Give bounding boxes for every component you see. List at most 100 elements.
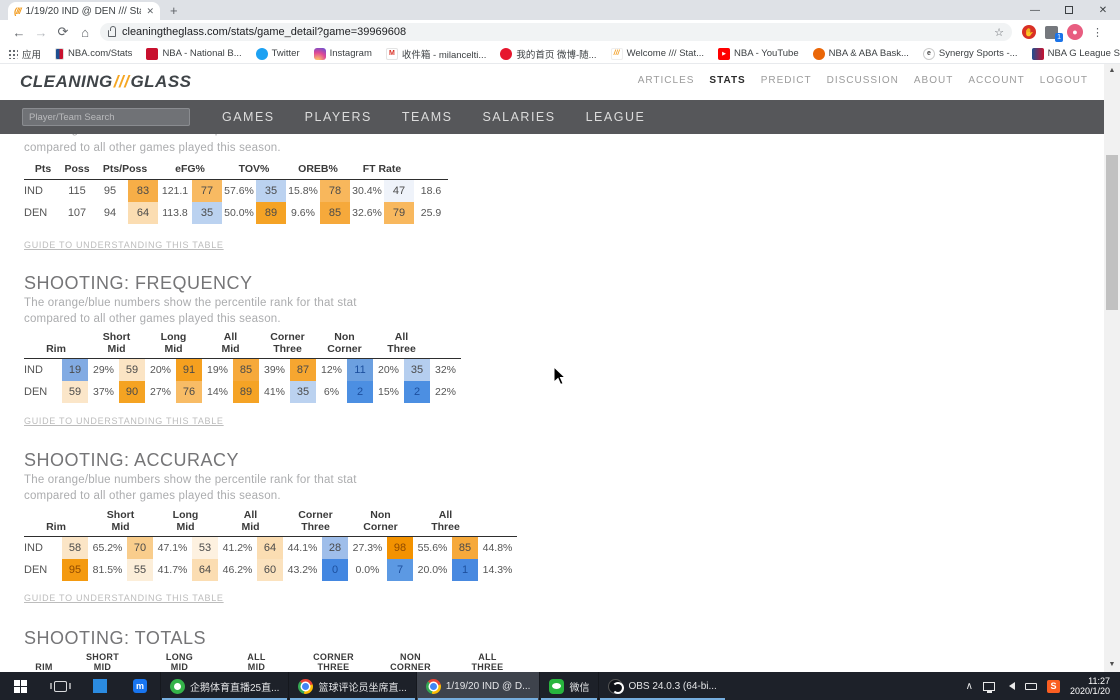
stat-value: 44.8% — [482, 542, 513, 554]
back-icon[interactable]: ← — [12, 24, 26, 40]
stat-value: 41.2% — [222, 542, 253, 554]
column-header: Pts — [34, 163, 52, 175]
bookmarks-bar: 应用 NBA.com/Stats NBA - National B... Twitte… — [0, 44, 1120, 64]
main-nav-salaries[interactable]: SALARIES — [482, 110, 556, 124]
guide-link-2[interactable]: GUIDE TO UNDERSTANDING THIS TABLE — [24, 416, 224, 426]
twitter-icon — [255, 47, 268, 60]
column-header: Non Corner — [327, 331, 362, 355]
address-bar[interactable]: cleaningtheglass.com/stats/game_detail?g… — [100, 23, 1012, 41]
table-header: Rim Short Mid Long Mid All Mid Corner Three Non Co… — [24, 331, 461, 355]
home-icon[interactable]: ⌂ — [81, 24, 89, 40]
scroll-up-icon[interactable]: ▲ — [1108, 67, 1116, 74]
main-nav-teams[interactable]: TEAMS — [401, 110, 453, 124]
stat-value: 32% — [434, 364, 456, 376]
stat-value: 0.0% — [355, 564, 380, 576]
taskbar-app-chrome[interactable]: 篮球评论员坐席直... — [288, 672, 415, 700]
top-nav-account[interactable]: ACCOUNT — [968, 75, 1025, 86]
main-nav-games[interactable]: GAMES — [222, 110, 275, 124]
tab-close-icon[interactable]: ✕ — [146, 5, 154, 16]
guide-link-3[interactable]: GUIDE TO UNDERSTANDING THIS TABLE — [24, 593, 224, 603]
window-minimize-icon[interactable]: — — [1030, 4, 1040, 16]
pinned-app-button[interactable] — [80, 672, 120, 700]
logo-text-1: CLEANING — [20, 72, 113, 91]
new-tab-button[interactable]: + — [170, 3, 178, 18]
task-view-button[interactable] — [40, 672, 80, 700]
clipped-subtitle: The orange/blue numbers show the percent… — [24, 134, 357, 136]
bookmark-label: NBA G League St... — [1047, 48, 1120, 59]
browser-tab[interactable]: (/// 1/19/20 IND @ DEN /// Stats ✕ — [8, 2, 160, 20]
bookmark-ctg[interactable]: ///Welcome /// Stat... — [610, 47, 704, 60]
profile-avatar[interactable]: ● — [1067, 24, 1083, 40]
window-maximize-icon[interactable] — [1052, 0, 1086, 20]
window-close-icon[interactable]: ✕ — [1098, 4, 1108, 16]
bookmark-twitter[interactable]: Twitter — [255, 47, 300, 60]
totals-heading: SHOOTING: TOTALS — [24, 628, 207, 648]
bookmark-youtube[interactable]: ▶ NBA - YouTube — [718, 47, 799, 60]
taskbar-clock[interactable]: 11:27 2020/1/20 — [1070, 676, 1110, 696]
maxthon-icon: m — [133, 679, 147, 693]
browser-menu-icon[interactable]: ⋮ — [1092, 26, 1103, 39]
bookmark-nba[interactable]: NBA.com/Stats — [55, 47, 132, 60]
column-header: RIM — [35, 661, 53, 672]
top-nav-about[interactable]: ABOUT — [913, 75, 954, 86]
main-nav-league[interactable]: LEAGUE — [585, 110, 646, 124]
bookmark-gmail[interactable]: M 收件箱 - milancelti... — [385, 47, 486, 61]
search-input[interactable]: Player/Team Search — [22, 108, 190, 126]
bookmark-apps-grid[interactable]: 应用 — [8, 47, 41, 61]
extension-icon[interactable]: 1 — [1045, 25, 1063, 42]
taskbar-app-wechat[interactable]: 微信 — [539, 672, 598, 700]
top-nav-logout[interactable]: LOGOUT — [1039, 75, 1088, 86]
scrollbar-thumb[interactable] — [1106, 155, 1118, 310]
stat-value: 27% — [149, 386, 171, 398]
windows-taskbar: m 企鹅体育直播25直... 篮球评论员坐席直... 1/19/20 IND @ D… — [0, 672, 1120, 700]
url-text[interactable]: cleaningtheglass.com/stats/game_detail?g… — [122, 26, 407, 38]
start-button[interactable] — [0, 672, 40, 700]
bookmark-instagram[interactable]: Instagram — [313, 47, 372, 60]
network-icon[interactable] — [982, 681, 995, 693]
bookmark-synergy[interactable]: e Synergy Sports -... — [922, 47, 1018, 60]
poss-value: 94 — [103, 206, 117, 219]
touch-keyboard-icon[interactable] — [1024, 682, 1037, 690]
bbref-icon — [812, 47, 825, 60]
percentile-box: 78 — [320, 179, 350, 202]
bookmark-bbref[interactable]: NBA & ABA Bask... — [812, 47, 909, 60]
percentile-box: 85 — [452, 537, 478, 559]
guide-link-1[interactable]: GUIDE TO UNDERSTANDING THIS TABLE — [24, 240, 224, 250]
gmail-icon: M — [385, 47, 398, 60]
stat-value: 43.2% — [287, 564, 318, 576]
accuracy-table: Rim Short Mid Long Mid All Mid Corner Three Non Co… — [24, 509, 517, 581]
main-nav-items: GAMES PLAYERS TEAMS SALARIES LEAGUE — [222, 110, 645, 124]
stat-value: 29% — [92, 364, 114, 376]
bookmark-nba-red[interactable]: NBA - National B... — [146, 47, 242, 60]
column-header: Rim — [46, 342, 66, 355]
bookmark-weibo[interactable]: 我的首页 微博-随... — [500, 47, 597, 61]
top-nav-stats[interactable]: STATS — [709, 75, 746, 86]
column-header: SHORT MID — [86, 652, 119, 672]
bookmark-gleague[interactable]: NBA G League St... — [1031, 47, 1120, 60]
percentile-box: 11 — [347, 359, 373, 381]
sogou-input-icon[interactable]: S — [1046, 679, 1060, 693]
taskbar-app-chrome[interactable]: 1/19/20 IND @ D... — [415, 672, 540, 700]
site-main-nav: Player/Team Search GAMES PLAYERS TEAMS SALA… — [0, 100, 1104, 134]
top-nav-articles[interactable]: ARTICLES — [637, 75, 695, 86]
adblock-extension-icon[interactable]: ✋ — [1022, 25, 1036, 39]
forward-icon[interactable]: → — [34, 24, 48, 40]
site-logo[interactable]: CLEANING///GLASS — [20, 72, 192, 92]
header-rule — [24, 178, 448, 180]
volume-icon[interactable] — [1005, 682, 1015, 690]
taskbar-app-qie[interactable]: 企鹅体育直播25直... — [160, 672, 288, 700]
pts-value: 115 — [68, 184, 86, 197]
maxthon-button[interactable]: m — [120, 672, 160, 700]
taskbar-app-label: OBS 24.0.3 (64-bi... — [628, 680, 717, 692]
main-nav-players[interactable]: PLAYERS — [304, 110, 372, 124]
top-nav-discussion[interactable]: DISCUSSION — [826, 75, 899, 86]
taskbar-app-obs[interactable]: OBS 24.0.3 (64-bi... — [598, 672, 725, 700]
column-header: Short Mid — [102, 331, 131, 355]
synergy-icon: e — [922, 47, 935, 60]
tray-chevron-icon[interactable]: ∧ — [965, 680, 973, 692]
running-indicator — [290, 698, 415, 700]
top-nav-predict[interactable]: PREDICT — [760, 75, 812, 86]
bookmark-star-icon[interactable]: ☆ — [994, 26, 1004, 39]
refresh-icon[interactable]: ⟳ — [57, 24, 69, 39]
scroll-down-icon[interactable]: ▼ — [1108, 661, 1116, 668]
